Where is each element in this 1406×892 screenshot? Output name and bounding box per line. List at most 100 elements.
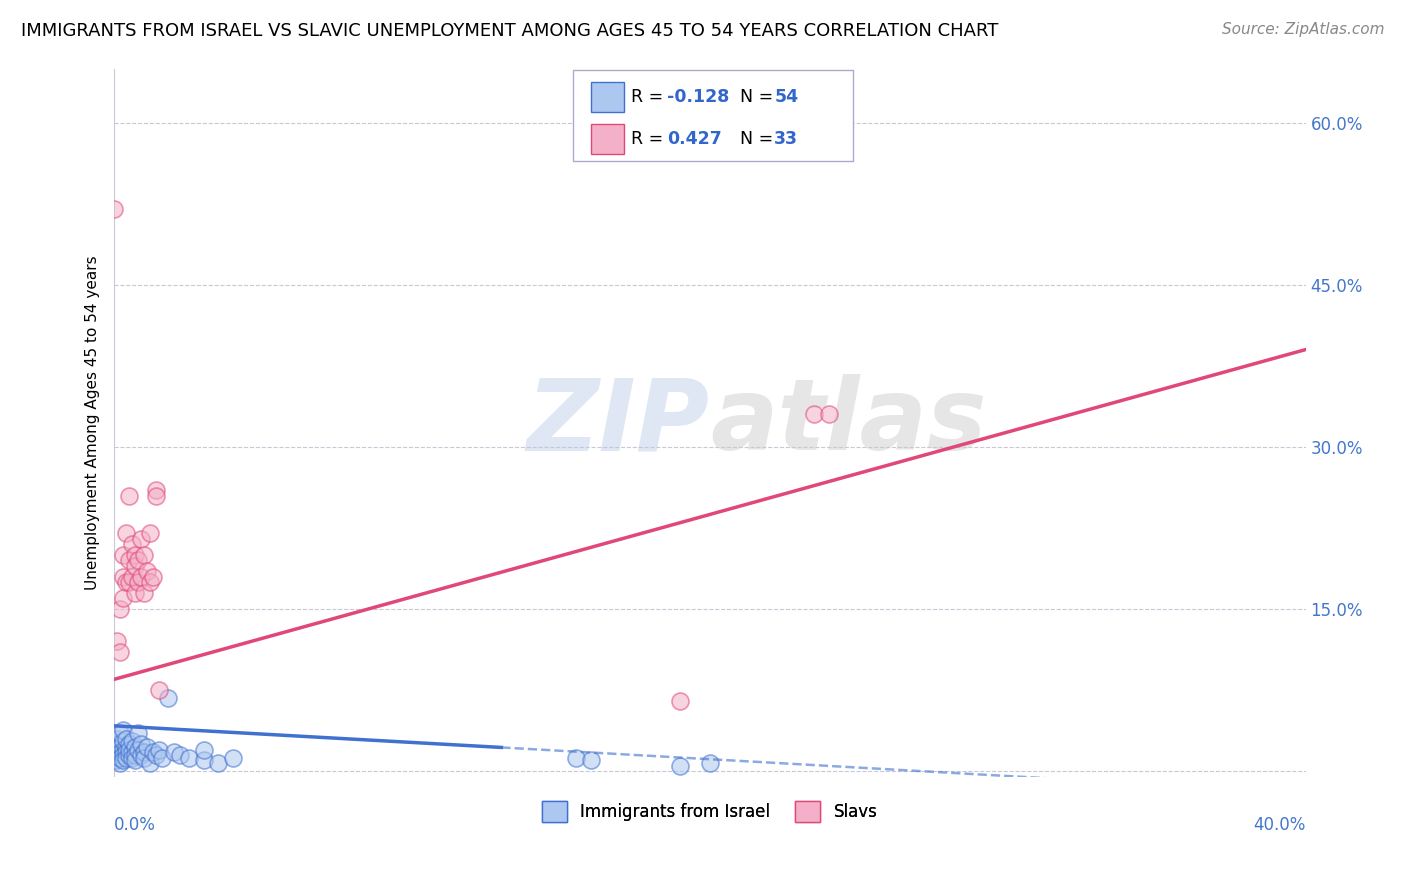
Point xyxy=(112,569,135,583)
FancyBboxPatch shape xyxy=(572,70,853,161)
Point xyxy=(127,575,149,590)
Point xyxy=(121,745,143,759)
Point xyxy=(669,759,692,773)
Point xyxy=(132,751,155,765)
Text: 0.427: 0.427 xyxy=(666,129,721,148)
Point xyxy=(108,756,131,770)
Text: R =: R = xyxy=(631,88,669,106)
Point xyxy=(112,753,135,767)
Point xyxy=(115,751,138,765)
Point xyxy=(115,745,138,759)
Point xyxy=(145,489,167,503)
Point xyxy=(129,737,152,751)
Text: IMMIGRANTS FROM ISRAEL VS SLAVIC UNEMPLOYMENT AMONG AGES 45 TO 54 YEARS CORRELAT: IMMIGRANTS FROM ISRAEL VS SLAVIC UNEMPLO… xyxy=(21,22,998,40)
Text: N =: N = xyxy=(728,88,779,106)
Point xyxy=(124,753,146,767)
Point xyxy=(124,747,146,762)
Point xyxy=(148,742,170,756)
Point xyxy=(112,734,135,748)
Point xyxy=(127,553,149,567)
Point xyxy=(112,747,135,762)
FancyBboxPatch shape xyxy=(591,82,624,112)
Point xyxy=(132,745,155,759)
Point xyxy=(169,747,191,762)
Point xyxy=(145,483,167,497)
Text: atlas: atlas xyxy=(710,374,987,471)
Point xyxy=(108,645,131,659)
Text: 0.0%: 0.0% xyxy=(114,815,156,833)
Point xyxy=(124,558,146,573)
Point xyxy=(118,747,141,762)
Point xyxy=(132,548,155,562)
Point xyxy=(118,737,141,751)
Point xyxy=(112,742,135,756)
Point xyxy=(156,690,179,705)
Legend: Immigrants from Israel, Slavs: Immigrants from Israel, Slavs xyxy=(536,795,884,829)
Text: N =: N = xyxy=(728,129,779,148)
Point xyxy=(177,751,200,765)
Point xyxy=(121,734,143,748)
Point xyxy=(124,740,146,755)
Point xyxy=(127,726,149,740)
Y-axis label: Unemployment Among Ages 45 to 54 years: Unemployment Among Ages 45 to 54 years xyxy=(86,255,100,590)
Point xyxy=(118,575,141,590)
Text: R =: R = xyxy=(631,129,669,148)
Point xyxy=(112,723,135,738)
Point xyxy=(108,726,131,740)
Point xyxy=(145,747,167,762)
Point xyxy=(103,742,125,756)
Point xyxy=(118,742,141,756)
Point xyxy=(108,602,131,616)
Point xyxy=(108,740,131,755)
Point xyxy=(103,202,125,216)
Point xyxy=(112,591,135,606)
Point xyxy=(124,586,146,600)
Point xyxy=(105,753,128,767)
Point xyxy=(105,745,128,759)
Point xyxy=(142,569,165,583)
Point xyxy=(207,756,229,770)
Text: Source: ZipAtlas.com: Source: ZipAtlas.com xyxy=(1222,22,1385,37)
Point xyxy=(193,753,215,767)
Point xyxy=(129,747,152,762)
Text: 40.0%: 40.0% xyxy=(1253,815,1306,833)
Point xyxy=(105,737,128,751)
Point xyxy=(108,751,131,765)
Point xyxy=(699,756,721,770)
Point xyxy=(105,634,128,648)
FancyBboxPatch shape xyxy=(591,124,624,153)
Point xyxy=(139,575,162,590)
Text: -0.128: -0.128 xyxy=(666,88,730,106)
Point xyxy=(108,745,131,759)
Point xyxy=(118,553,141,567)
Point xyxy=(105,731,128,746)
Point xyxy=(121,569,143,583)
Point xyxy=(103,747,125,762)
Point xyxy=(115,740,138,755)
Point xyxy=(115,731,138,746)
Point xyxy=(565,751,588,765)
Point xyxy=(118,489,141,503)
Point xyxy=(163,745,186,759)
Point xyxy=(139,526,162,541)
Point xyxy=(129,569,152,583)
Point xyxy=(222,751,245,765)
Point xyxy=(115,575,138,590)
Point xyxy=(115,526,138,541)
Text: 33: 33 xyxy=(775,129,799,148)
Text: 54: 54 xyxy=(775,88,799,106)
Point xyxy=(124,548,146,562)
Point xyxy=(136,564,159,578)
Point xyxy=(129,532,152,546)
Point xyxy=(579,753,602,767)
Point xyxy=(127,742,149,756)
Point xyxy=(132,586,155,600)
Point xyxy=(121,537,143,551)
Point xyxy=(193,742,215,756)
Point xyxy=(112,548,135,562)
Point xyxy=(669,694,692,708)
Point xyxy=(803,408,825,422)
Point xyxy=(150,751,173,765)
Point xyxy=(142,745,165,759)
Point xyxy=(818,408,841,422)
